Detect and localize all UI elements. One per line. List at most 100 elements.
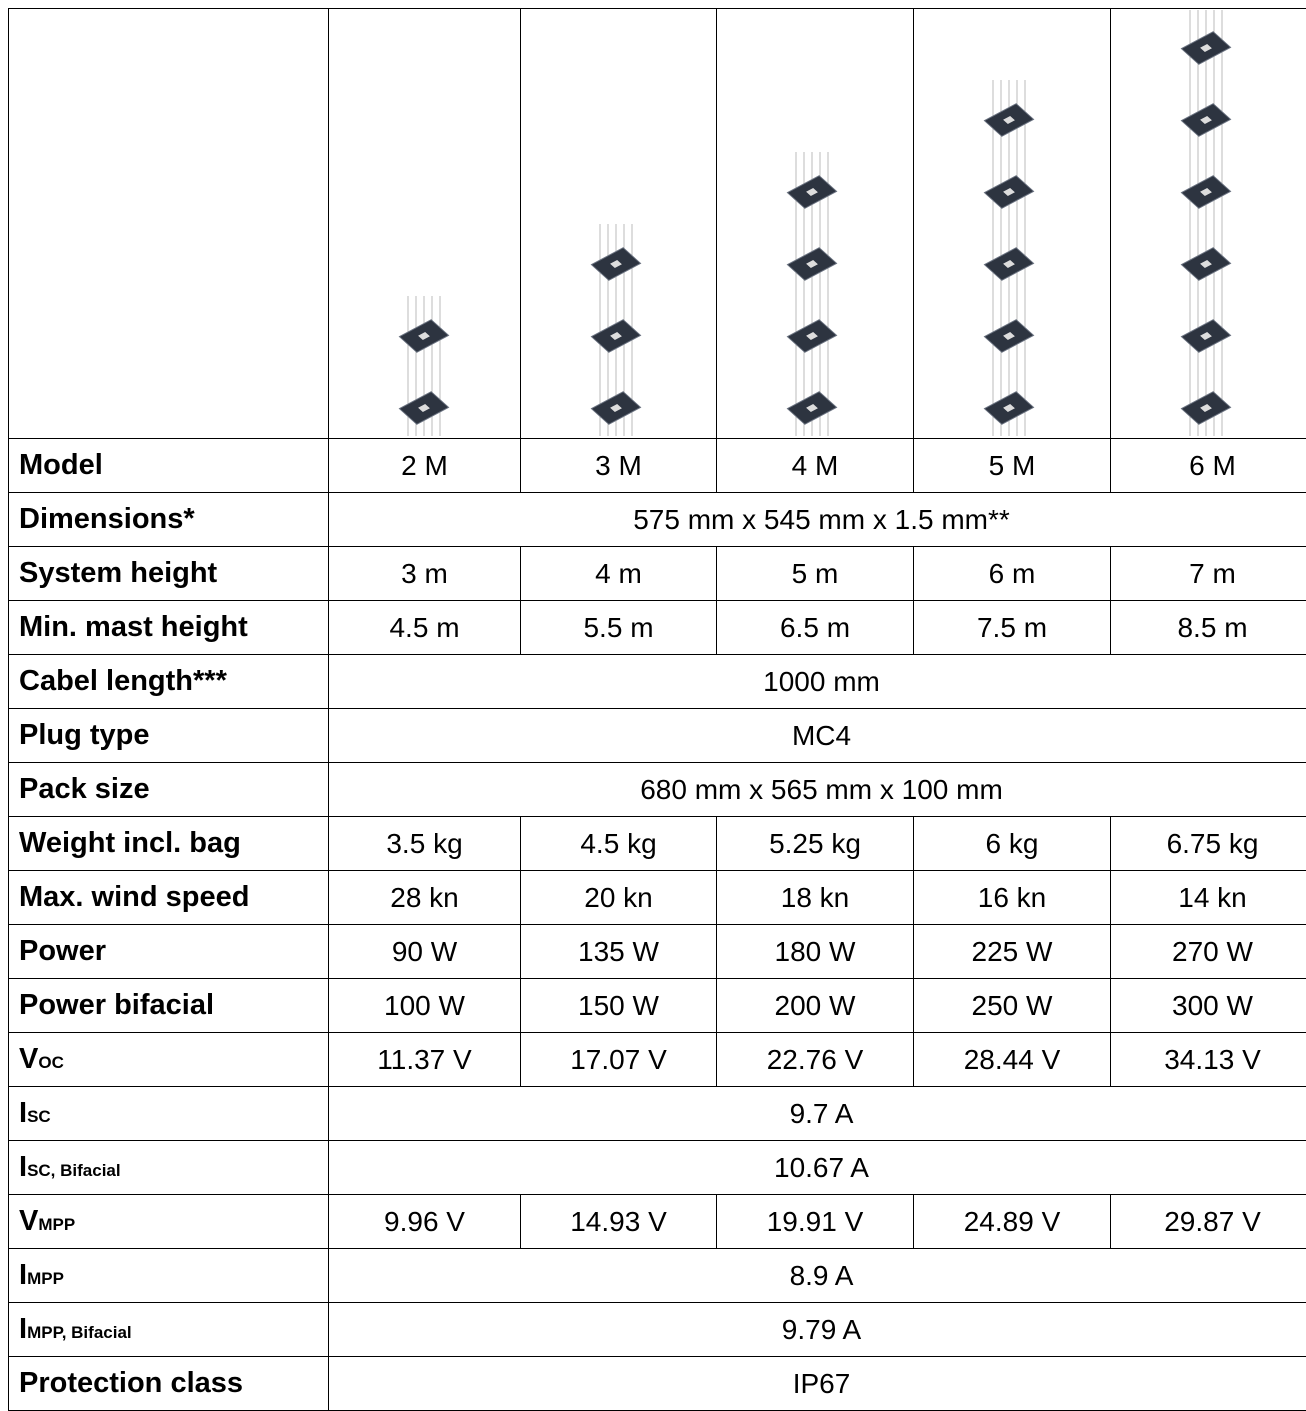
value-cell: 575 mm x 545 mm x 1.5 mm** xyxy=(329,493,1306,547)
value-cell: 270 W xyxy=(1111,925,1306,979)
value-cell: 6.75 kg xyxy=(1111,817,1306,871)
label-sub: MPP xyxy=(38,1215,75,1234)
value-cell: 3 M xyxy=(521,439,717,493)
solar-panel xyxy=(984,176,1033,209)
value-cell: 16 kn xyxy=(914,871,1111,925)
value-cell: 4 m xyxy=(521,547,717,601)
solar-panel xyxy=(787,248,836,281)
image-cell xyxy=(717,9,914,439)
row-label: Power bifacial xyxy=(9,979,329,1033)
solar-panel xyxy=(399,320,448,353)
solar-panel xyxy=(787,320,836,353)
value-cell: 9.96 V xyxy=(329,1195,521,1249)
row-label: ISC xyxy=(9,1087,329,1141)
value-cell: 6 m xyxy=(914,547,1111,601)
value-cell: 1000 mm xyxy=(329,655,1306,709)
value-cell: 5 m xyxy=(717,547,914,601)
label-sub: SC, Bifacial xyxy=(27,1161,121,1180)
value-cell: 2 M xyxy=(329,439,521,493)
value-cell: 9.7 A xyxy=(329,1087,1306,1141)
solar-panel xyxy=(1181,320,1230,353)
label-main: I xyxy=(19,1151,27,1183)
row-label: Cabel length*** xyxy=(9,655,329,709)
solar-panel xyxy=(1181,392,1230,425)
panel-stack xyxy=(914,10,1104,438)
value-cell: 18 kn xyxy=(717,871,914,925)
value-cell: 200 W xyxy=(717,979,914,1033)
spec-row: Cabel length***1000 mm xyxy=(9,655,1306,709)
label-main: I xyxy=(19,1097,27,1129)
label-main: I xyxy=(19,1313,27,1345)
value-cell: 6 M xyxy=(1111,439,1306,493)
solar-panel xyxy=(1181,32,1230,65)
row-label: IMPP, Bifacial xyxy=(9,1303,329,1357)
solar-panel xyxy=(984,104,1033,137)
label-sub: SC xyxy=(27,1107,51,1126)
solar-panel xyxy=(591,248,640,281)
row-label: Pack size xyxy=(9,763,329,817)
panel-stack xyxy=(329,10,519,438)
solar-panel xyxy=(1181,104,1230,137)
image-cell xyxy=(914,9,1111,439)
solar-panel xyxy=(591,392,640,425)
solar-panel xyxy=(399,392,448,425)
value-cell: 11.37 V xyxy=(329,1033,521,1087)
value-cell: 10.67 A xyxy=(329,1141,1306,1195)
row-label: IMPP xyxy=(9,1249,329,1303)
value-cell: 29.87 V xyxy=(1111,1195,1306,1249)
label-main: V xyxy=(19,1205,38,1237)
row-label: Weight incl. bag xyxy=(9,817,329,871)
value-cell: 150 W xyxy=(521,979,717,1033)
solar-panel xyxy=(1181,176,1230,209)
spec-row: Dimensions*575 mm x 545 mm x 1.5 mm** xyxy=(9,493,1306,547)
value-cell: MC4 xyxy=(329,709,1306,763)
row-label: Dimensions* xyxy=(9,493,329,547)
label-main: I xyxy=(19,1259,27,1291)
label-sub: OC xyxy=(38,1053,64,1072)
value-cell: 14 kn xyxy=(1111,871,1306,925)
row-label: VMPP xyxy=(9,1195,329,1249)
value-cell: 100 W xyxy=(329,979,521,1033)
panel-stack xyxy=(1111,10,1301,438)
value-cell: IP67 xyxy=(329,1357,1306,1411)
value-cell: 3 m xyxy=(329,547,521,601)
value-cell: 180 W xyxy=(717,925,914,979)
value-cell: 5 M xyxy=(914,439,1111,493)
value-cell: 225 W xyxy=(914,925,1111,979)
value-cell: 135 W xyxy=(521,925,717,979)
row-label: System height xyxy=(9,547,329,601)
image-cell xyxy=(1111,9,1306,439)
value-cell: 20 kn xyxy=(521,871,717,925)
row-label: Min. mast height xyxy=(9,601,329,655)
empty-cell xyxy=(9,9,329,439)
value-cell: 4.5 kg xyxy=(521,817,717,871)
solar-panel xyxy=(787,392,836,425)
row-label: Power xyxy=(9,925,329,979)
solar-panel xyxy=(984,248,1033,281)
value-cell: 28.44 V xyxy=(914,1033,1111,1087)
value-cell: 3.5 kg xyxy=(329,817,521,871)
value-cell: 17.07 V xyxy=(521,1033,717,1087)
image-cell xyxy=(329,9,521,439)
spec-row: ISC, Bifacial 10.67 A xyxy=(9,1141,1306,1195)
value-cell: 7 m xyxy=(1111,547,1306,601)
label-main: V xyxy=(19,1043,38,1075)
solar-panel xyxy=(1181,248,1230,281)
solar-panel xyxy=(591,320,640,353)
value-cell: 5.25 kg xyxy=(717,817,914,871)
solar-panel xyxy=(984,392,1033,425)
